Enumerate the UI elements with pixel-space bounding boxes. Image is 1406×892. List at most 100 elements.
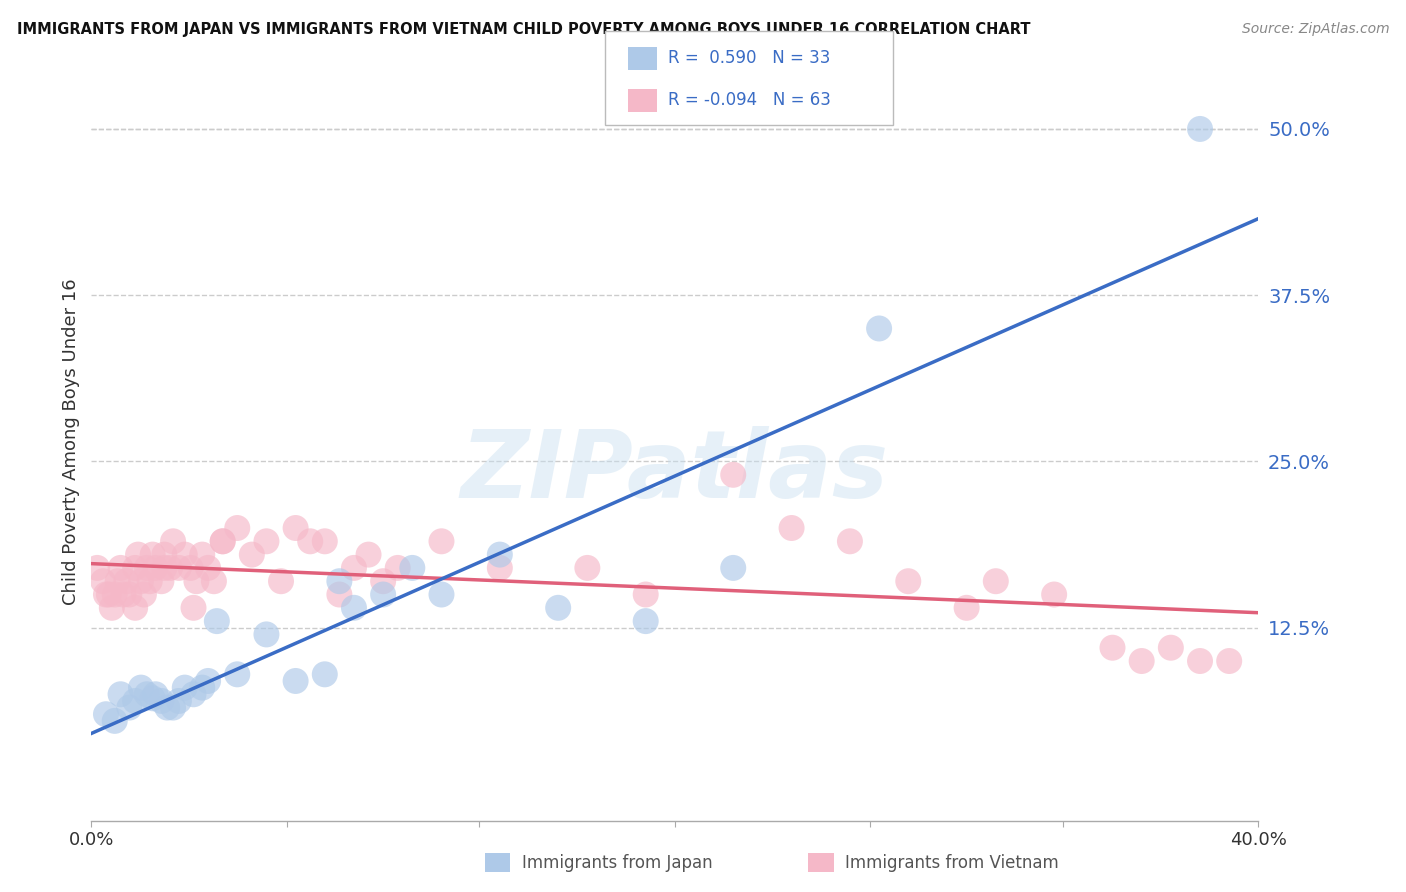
- Point: [162, 700, 184, 714]
- Point: [780, 521, 803, 535]
- Text: ZIPatlas: ZIPatlas: [461, 425, 889, 518]
- Point: [138, 574, 162, 589]
- Point: [127, 548, 149, 562]
- Point: [1043, 587, 1066, 601]
- Point: [202, 574, 225, 589]
- Point: [191, 681, 214, 695]
- Point: [226, 667, 249, 681]
- Point: [115, 574, 138, 589]
- Point: [142, 548, 165, 562]
- Point: [357, 548, 380, 562]
- Text: IMMIGRANTS FROM JAPAN VS IMMIGRANTS FROM VIETNAM CHILD POVERTY AMONG BOYS UNDER : IMMIGRANTS FROM JAPAN VS IMMIGRANTS FROM…: [17, 22, 1031, 37]
- Point: [107, 574, 129, 589]
- Point: [167, 561, 190, 575]
- Point: [180, 561, 202, 575]
- Point: [110, 561, 132, 575]
- Point: [254, 534, 277, 549]
- Point: [118, 587, 141, 601]
- Point: [328, 587, 350, 601]
- Point: [1189, 654, 1212, 668]
- Point: [94, 707, 117, 722]
- Point: [135, 687, 157, 701]
- Point: [124, 600, 146, 615]
- Point: [984, 574, 1007, 589]
- Point: [97, 587, 120, 601]
- Point: [183, 600, 205, 615]
- Point: [167, 694, 190, 708]
- Text: Source: ZipAtlas.com: Source: ZipAtlas.com: [1241, 22, 1389, 37]
- Point: [124, 694, 146, 708]
- Point: [135, 561, 157, 575]
- Point: [1130, 654, 1153, 668]
- Point: [868, 321, 890, 335]
- Point: [150, 574, 173, 589]
- Point: [197, 673, 219, 688]
- Point: [328, 574, 350, 589]
- Point: [401, 561, 423, 575]
- Point: [489, 561, 512, 575]
- Point: [118, 700, 141, 714]
- Point: [211, 534, 233, 549]
- Point: [284, 521, 307, 535]
- Point: [1160, 640, 1182, 655]
- Point: [299, 534, 322, 549]
- Point: [142, 691, 165, 706]
- Point: [343, 561, 366, 575]
- Point: [314, 534, 336, 549]
- Point: [129, 574, 152, 589]
- Point: [191, 548, 214, 562]
- Point: [112, 587, 135, 601]
- Point: [430, 587, 453, 601]
- Point: [186, 574, 208, 589]
- Text: R =  0.590   N = 33: R = 0.590 N = 33: [668, 49, 830, 68]
- Point: [145, 687, 167, 701]
- Point: [153, 561, 176, 575]
- Point: [240, 548, 263, 562]
- Point: [254, 627, 277, 641]
- Point: [86, 561, 108, 575]
- Point: [173, 548, 195, 562]
- Point: [156, 700, 179, 714]
- Point: [226, 521, 249, 535]
- Point: [634, 587, 657, 601]
- Text: Immigrants from Vietnam: Immigrants from Vietnam: [845, 854, 1059, 871]
- Point: [576, 561, 599, 575]
- Point: [110, 687, 132, 701]
- Text: R = -0.094   N = 63: R = -0.094 N = 63: [668, 91, 831, 110]
- Point: [211, 534, 233, 549]
- Point: [956, 600, 979, 615]
- Point: [153, 548, 176, 562]
- Point: [343, 600, 366, 615]
- Point: [284, 673, 307, 688]
- Y-axis label: Child Poverty Among Boys Under 16: Child Poverty Among Boys Under 16: [62, 278, 80, 605]
- Point: [270, 574, 292, 589]
- Point: [91, 574, 114, 589]
- Point: [1218, 654, 1240, 668]
- Point: [430, 534, 453, 549]
- Point: [104, 714, 127, 728]
- Point: [1101, 640, 1123, 655]
- Point: [162, 534, 184, 549]
- Point: [173, 681, 195, 695]
- Point: [197, 561, 219, 575]
- Text: Immigrants from Japan: Immigrants from Japan: [522, 854, 713, 871]
- Point: [205, 614, 228, 628]
- Point: [104, 587, 127, 601]
- Point: [1189, 122, 1212, 136]
- Point: [150, 694, 173, 708]
- Point: [838, 534, 860, 549]
- Point: [145, 561, 167, 575]
- Point: [723, 561, 745, 575]
- Point: [132, 587, 155, 601]
- Point: [387, 561, 409, 575]
- Point: [314, 667, 336, 681]
- Point: [183, 687, 205, 701]
- Point: [94, 587, 117, 601]
- Point: [371, 574, 394, 589]
- Point: [129, 681, 152, 695]
- Point: [489, 548, 512, 562]
- Point: [897, 574, 920, 589]
- Point: [159, 561, 181, 575]
- Point: [101, 600, 124, 615]
- Point: [634, 614, 657, 628]
